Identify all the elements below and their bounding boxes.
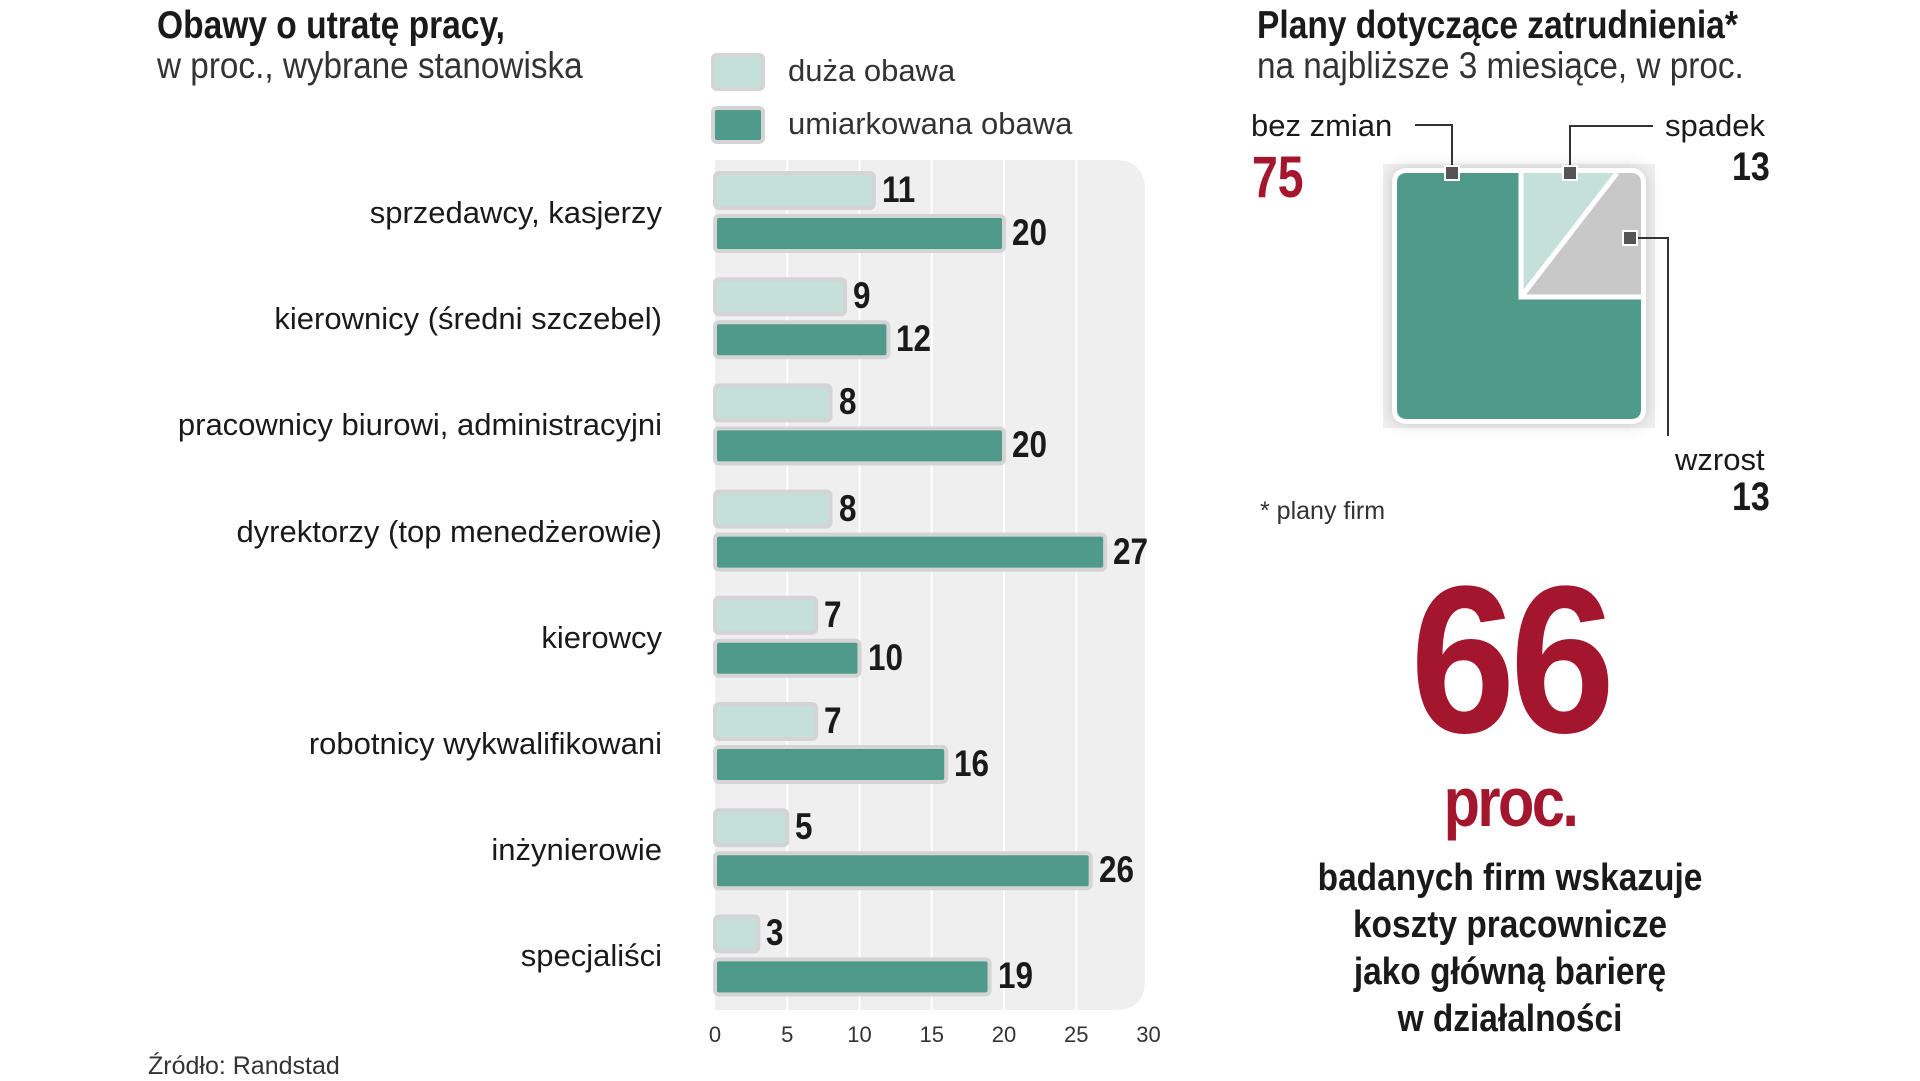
x-tick-label: 10: [847, 1022, 872, 1047]
bar-umiarkowana-obawa: [713, 957, 992, 997]
bar-umiarkowana-obawa: [713, 214, 1006, 253]
big-stat-value: 66: [1410, 542, 1615, 777]
x-tick-label: 5: [781, 1022, 794, 1047]
bar-value-label: 20: [1012, 424, 1047, 466]
x-tick-label: 25: [1064, 1022, 1089, 1047]
bar-duza-obawa: [713, 383, 833, 423]
bar-value-label: 19: [997, 955, 1033, 997]
bar-duza-obawa: [713, 702, 819, 741]
bar-value-label: 9: [853, 275, 871, 317]
bar-umiarkowana-obawa: [713, 638, 862, 678]
bar-duza-obawa: [713, 595, 819, 635]
plot-background: [715, 160, 1145, 1010]
square-value-wzrost: 13: [1732, 475, 1770, 519]
right-chart-title: Plany dotyczące zatrudnienia*: [1257, 4, 1738, 47]
bar-value-label: 3: [766, 912, 784, 954]
footnote: * plany firm: [1260, 497, 1386, 525]
bar-value-label: 7: [824, 700, 842, 741]
bar-umiarkowana-obawa: [713, 851, 1093, 891]
statement-line: koszty pracownicze: [1352, 904, 1668, 946]
category-label: specjaliści: [520, 938, 662, 974]
category-label: pracownicy biurowi, administracyjni: [177, 407, 662, 443]
bar-value-label: 16: [954, 743, 990, 784]
big-stat-description: badanych firm wskazuje koszty pracownicz…: [1290, 855, 1730, 1043]
square-value-bez-zmian: 75: [1252, 145, 1304, 210]
bar-value-label: 5: [795, 806, 813, 848]
category-label: robotnicy wykwalifikowani: [308, 726, 662, 761]
bar-value-label: 10: [867, 636, 903, 678]
bar-value-label: 20: [1012, 212, 1047, 253]
left-chart-subtitle: w proc., wybrane stanowiska: [157, 45, 583, 86]
bar-value-label: 11: [881, 169, 916, 210]
bar-value-label: 8: [838, 381, 857, 423]
bar-umiarkowana-obawa: [713, 745, 949, 784]
bar-duza-obawa: [713, 171, 876, 210]
bar-value-label: 26: [1098, 849, 1134, 891]
category-label: sprzedawcy, kasjerzy: [369, 195, 662, 230]
bar-duza-obawa: [713, 277, 848, 317]
legend-swatch-duza-obawa: [711, 53, 765, 91]
bar-umiarkowana-obawa: [713, 532, 1108, 572]
left-chart-title: Obawy o utratę pracy,: [157, 4, 505, 47]
legend-label-duza-obawa: duża obawa: [788, 53, 956, 88]
square-value-spadek: 13: [1732, 145, 1770, 189]
bar-duza-obawa: [713, 808, 790, 848]
legend-label-umiarkowana-obawa: umiarkowana obawa: [788, 106, 1073, 141]
x-tick-label: 15: [919, 1022, 944, 1047]
statement-line: jako główną barierę: [1353, 951, 1667, 993]
pie-segment-wzrost: [1521, 173, 1641, 297]
x-tick-label: 20: [991, 1022, 1017, 1047]
square-label-spadek: spadek: [1665, 108, 1765, 143]
bar-value-label: 12: [896, 318, 932, 360]
square-label-wzrost: wzrost: [1675, 442, 1765, 477]
category-label: inżynierowie: [491, 832, 662, 868]
category-label: kierownicy (średni szczebel): [274, 301, 662, 337]
bar-umiarkowana-obawa: [713, 426, 1006, 466]
category-label: kierowcy: [541, 619, 662, 655]
right-chart-subtitle: na najbliższe 3 miesiące, w proc.: [1257, 45, 1744, 86]
x-tick-label: 0: [708, 1022, 722, 1047]
statement-line: w działalności: [1397, 998, 1623, 1040]
bar-value-label: 27: [1113, 530, 1149, 572]
square-label-bez-zmian: bez zmian: [1251, 108, 1393, 143]
leader-marker-wzrost: [1622, 230, 1638, 246]
statement-line: badanych firm wskazuje: [1317, 857, 1703, 899]
big-stat-unit: proc.: [1443, 763, 1579, 841]
bar-duza-obawa: [713, 489, 833, 529]
leader-marker-bez-zmian: [1444, 165, 1460, 181]
bar-duza-obawa: [713, 914, 761, 954]
legend-swatch-umiarkowana-obawa: [711, 106, 765, 144]
leader-marker-spadek: [1562, 165, 1578, 181]
category-label: dyrektorzy (top menedżerowie): [236, 513, 662, 549]
x-tick-label: 30: [1136, 1022, 1161, 1047]
source-note: Źródło: Randstad: [148, 1052, 340, 1080]
bar-umiarkowana-obawa: [713, 320, 891, 360]
bar-value-label: 8: [838, 487, 857, 529]
bar-value-label: 7: [824, 593, 842, 635]
